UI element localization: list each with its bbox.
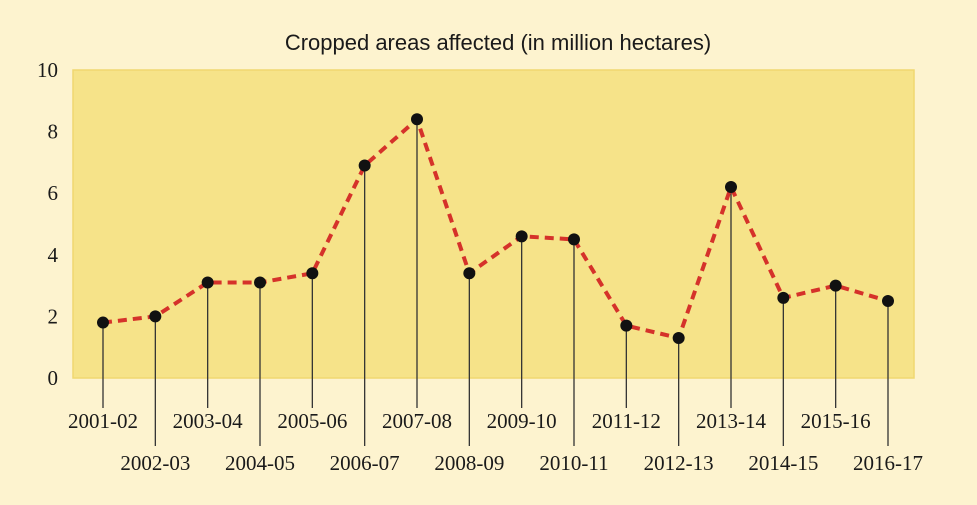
x-category-label: 2005-06: [277, 409, 347, 433]
y-tick-label: 6: [48, 181, 59, 205]
x-category-label: 2011-12: [592, 409, 661, 433]
series-line: [102, 117, 889, 340]
data-point: [829, 279, 842, 292]
data-point: [149, 310, 162, 323]
x-category-label: 2015-16: [801, 409, 871, 433]
data-point: [358, 159, 371, 172]
plot-area: [72, 69, 915, 379]
x-category-label: 2004-05: [225, 451, 295, 475]
x-category-label: 2006-07: [330, 451, 400, 475]
x-category-label: 2010-11: [539, 451, 608, 475]
x-category-label: 2007-08: [382, 409, 452, 433]
y-tick-label: 8: [48, 120, 59, 144]
y-tick-label: 10: [37, 58, 58, 82]
x-category-label: 2016-17: [853, 451, 923, 475]
chart-title: Cropped areas affected (in million hecta…: [285, 30, 711, 55]
y-tick-label: 2: [48, 304, 59, 328]
data-point: [306, 267, 319, 280]
data-point: [515, 230, 528, 243]
x-category-label: 2008-09: [434, 451, 504, 475]
x-category-label: 2014-15: [748, 451, 818, 475]
data-point: [620, 319, 633, 332]
data-point: [568, 233, 580, 246]
data-point: [725, 181, 737, 194]
x-category-label: 2003-04: [173, 409, 243, 433]
data-point: [411, 113, 423, 126]
x-category-label: 2013-14: [696, 409, 766, 433]
data-point: [672, 331, 685, 344]
x-category-label: 2009-10: [487, 409, 557, 433]
data-point: [254, 276, 266, 289]
data-point: [882, 295, 894, 307]
y-tick-label: 4: [48, 243, 59, 267]
data-point: [97, 316, 109, 329]
data-point: [201, 276, 214, 289]
x-category-label: 2001-02: [68, 409, 138, 433]
data-point: [463, 267, 476, 280]
y-tick-label: 0: [48, 366, 59, 390]
x-category-label: 2002-03: [120, 451, 190, 475]
x-category-label: 2012-13: [644, 451, 714, 475]
data-point: [777, 291, 790, 304]
